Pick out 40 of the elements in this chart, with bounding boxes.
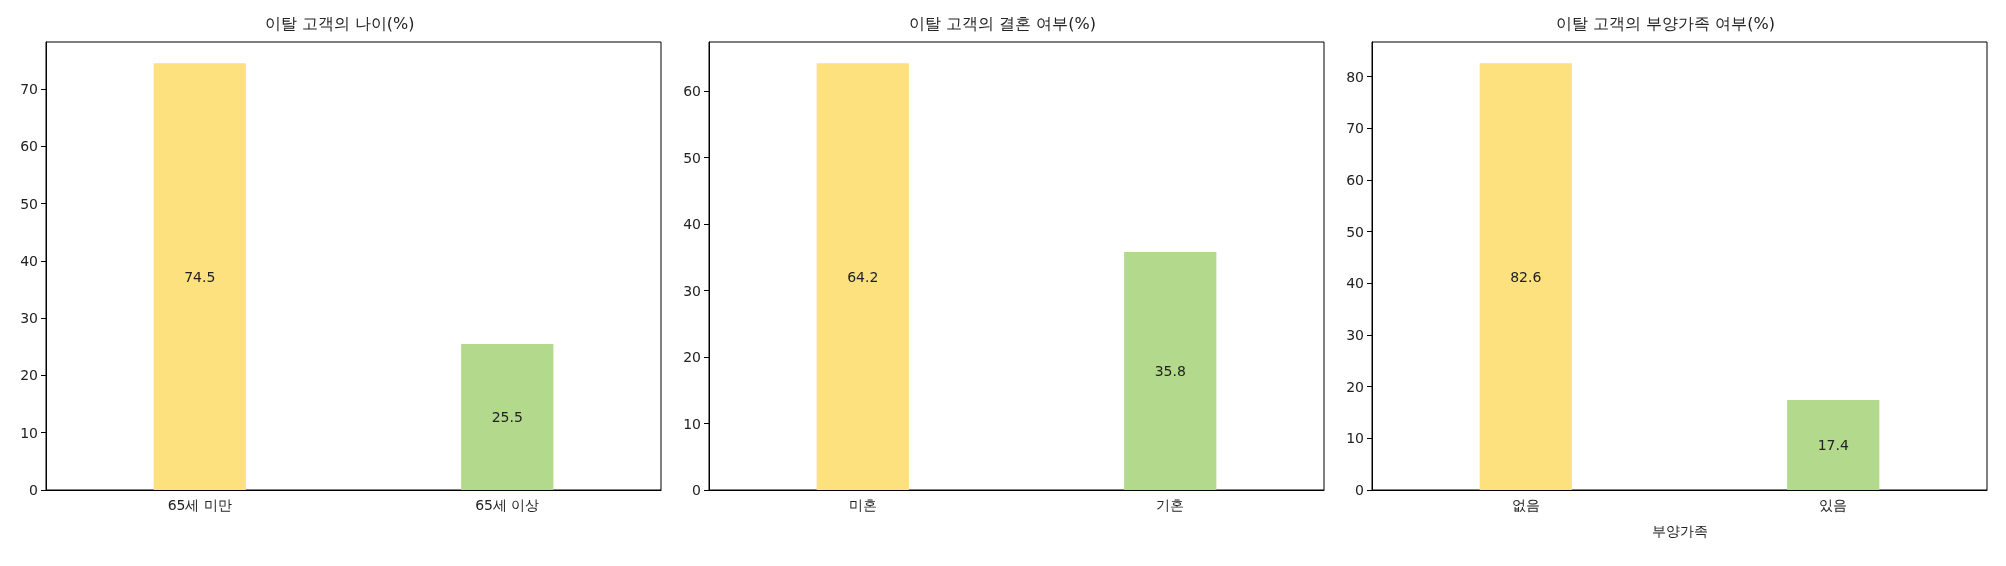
x-tick-label: 65세 미만	[167, 497, 232, 513]
chart-title: 이탈 고객의 나이(%)	[264, 13, 415, 33]
y-tick-label: 70	[1346, 120, 1364, 137]
x-tick-label: 65세 이상	[475, 497, 540, 513]
x-tick-label: 미혼	[848, 497, 877, 513]
y-tick-label: 60	[1346, 171, 1364, 188]
y-tick-label: 40	[1346, 275, 1364, 292]
y-tick-label: 20	[683, 349, 701, 366]
y-tick-label: 30	[1346, 326, 1364, 343]
y-tick-label: 40	[20, 252, 38, 269]
chart-title: 이탈 고객의 부양가족 여부(%)	[1556, 13, 1775, 33]
y-tick-label: 80	[1346, 68, 1364, 85]
x-axis-title: 부양가족	[1651, 523, 1708, 539]
y-tick-label: 30	[20, 310, 38, 327]
y-tick-label: 0	[1355, 482, 1364, 498]
chart-title: 이탈 고객의 결혼 여부(%)	[909, 13, 1096, 33]
data-label: 64.2	[847, 268, 879, 285]
y-tick-label: 30	[683, 282, 701, 299]
y-tick-label: 10	[1346, 430, 1364, 447]
y-tick-label: 20	[20, 367, 38, 384]
y-tick-label: 10	[20, 424, 38, 441]
y-tick-label: 60	[20, 138, 38, 155]
y-tick-label: 20	[1346, 378, 1364, 395]
x-tick-label: 없음	[1511, 497, 1540, 513]
data-label: 82.6	[1510, 268, 1542, 285]
data-label: 74.5	[184, 268, 216, 285]
x-tick-label: 있음	[1819, 497, 1848, 513]
y-tick-label: 10	[683, 415, 701, 432]
data-label: 25.5	[491, 408, 523, 425]
y-tick-label: 50	[683, 149, 701, 166]
y-tick-label: 70	[20, 80, 38, 97]
data-label: 35.8	[1154, 363, 1186, 380]
x-tick-label: 기혼	[1156, 497, 1185, 513]
y-tick-label: 40	[683, 216, 701, 233]
y-tick-label: 0	[29, 482, 38, 498]
y-tick-label: 60	[683, 83, 701, 100]
y-tick-label: 0	[692, 482, 701, 498]
data-label: 17.4	[1817, 437, 1849, 454]
y-tick-label: 50	[1346, 223, 1364, 240]
y-tick-label: 50	[20, 195, 38, 212]
